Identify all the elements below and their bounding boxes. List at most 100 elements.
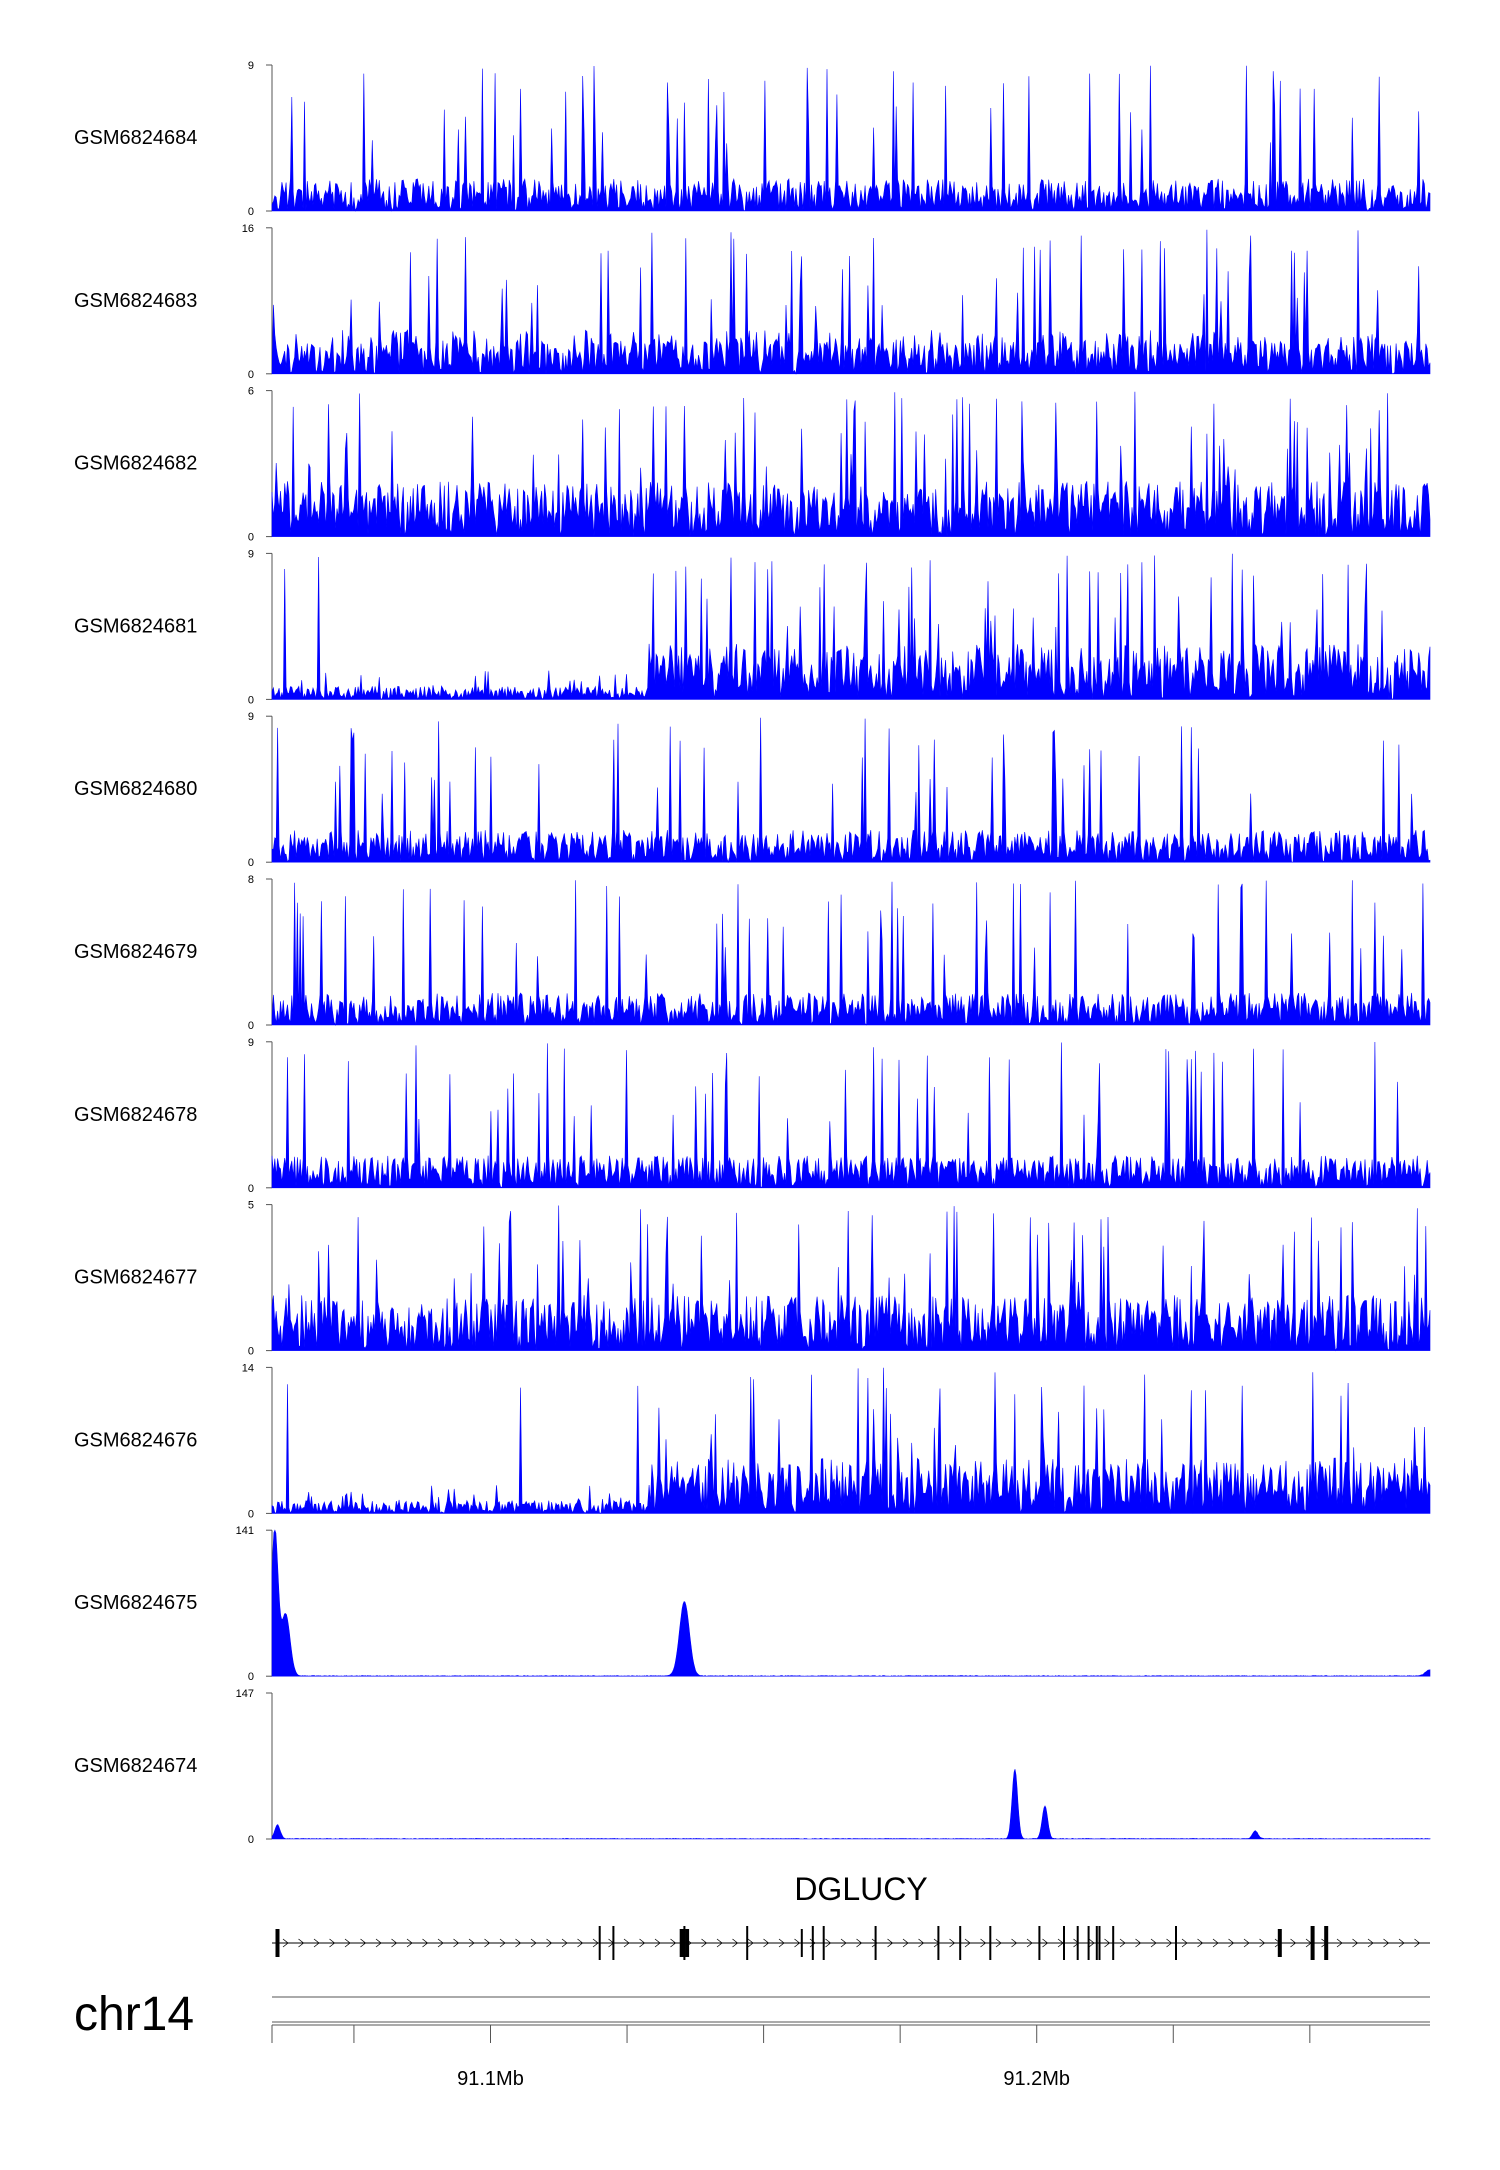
strand-arrow — [437, 1938, 444, 1948]
coverage-area — [271, 65, 1431, 212]
gene-track: DGLUCY — [272, 1871, 1430, 1960]
strand-arrow — [902, 1938, 909, 1948]
track-label: GSM6824675 — [74, 1592, 197, 1614]
strand-arrow — [1212, 1938, 1219, 1948]
gene-exon — [1324, 1926, 1329, 1960]
strand-arrow — [313, 1938, 320, 1948]
y-tick-label-max: 14 — [242, 1362, 254, 1374]
strand-arrow — [406, 1938, 413, 1948]
strand-arrow — [282, 1938, 289, 1948]
y-tick-label-max: 6 — [248, 386, 254, 398]
strand-arrow — [577, 1938, 584, 1948]
strand-arrow — [980, 1938, 987, 1948]
track-label: GSM6824674 — [74, 1755, 197, 1777]
track-GSM6824681: GSM6824681 9 0 — [74, 548, 1431, 706]
y-tick-label-min: 0 — [248, 1834, 254, 1846]
strand-arrow — [639, 1938, 646, 1948]
strand-arrow — [871, 1938, 878, 1948]
gene-exon — [683, 1926, 686, 1960]
y-tick-label-max: 9 — [248, 1037, 254, 1049]
strand-arrow — [732, 1938, 739, 1948]
strand-arrow — [360, 1938, 367, 1948]
x-tick-label: 91.2Mb — [1003, 2068, 1070, 2090]
strand-arrow — [561, 1938, 568, 1948]
gene-exon — [1175, 1926, 1177, 1960]
coverage-area — [271, 1205, 1431, 1352]
track-label: GSM6824682 — [74, 453, 197, 475]
strand-arrow — [887, 1938, 894, 1948]
strand-arrow — [298, 1938, 305, 1948]
track-label: GSM6824684 — [74, 127, 197, 149]
track-label: GSM6824683 — [74, 290, 197, 312]
strand-arrow — [422, 1938, 429, 1948]
coverage-tracks: GSM682468490GSM6824683160GSM682468260GSM… — [74, 60, 1431, 1846]
strand-arrow — [484, 1938, 491, 1948]
strand-arrow — [391, 1938, 398, 1948]
track-GSM6824684: GSM6824684 9 0 — [74, 60, 1431, 218]
gene-exon — [746, 1926, 749, 1960]
strand-arrow — [1336, 1938, 1343, 1948]
coverage-area — [271, 553, 1431, 701]
gene-name-label: DGLUCY — [794, 1871, 927, 1907]
y-tick-label-max: 16 — [242, 223, 254, 235]
y-tick-label-min: 0 — [248, 532, 254, 544]
strand-arrow — [763, 1938, 770, 1948]
gene-exon — [598, 1926, 601, 1960]
y-tick-label-min: 0 — [248, 857, 254, 869]
y-tick-label-min: 0 — [248, 369, 254, 381]
coverage-area — [271, 1769, 1431, 1840]
y-tick-label-max: 9 — [248, 60, 254, 72]
gene-exon — [811, 1926, 814, 1960]
gene-exon — [679, 1929, 684, 1957]
strand-arrow — [1259, 1938, 1266, 1948]
strand-arrow — [1166, 1938, 1173, 1948]
y-tick-label-min: 0 — [248, 1671, 254, 1683]
strand-arrow — [1228, 1938, 1235, 1948]
strand-arrow — [670, 1938, 677, 1948]
track-label: GSM6824676 — [74, 1429, 197, 1451]
coverage-area — [271, 1041, 1431, 1189]
strand-arrow — [546, 1938, 553, 1948]
track-label: GSM6824677 — [74, 1267, 197, 1289]
strand-arrow — [716, 1938, 723, 1948]
strand-arrow — [1290, 1938, 1297, 1948]
gene-exon — [1087, 1926, 1090, 1960]
strand-arrow — [1026, 1938, 1033, 1948]
track-label: GSM6824678 — [74, 1104, 197, 1126]
gene-exon — [1038, 1926, 1041, 1960]
y-tick-label-max: 9 — [248, 711, 254, 723]
strand-arrow — [1088, 1938, 1095, 1948]
coverage-area — [271, 391, 1431, 537]
strand-arrow — [1352, 1938, 1359, 1948]
coverage-area — [271, 229, 1431, 375]
y-tick-label-max: 141 — [236, 1525, 254, 1537]
gene-exon — [1310, 1926, 1315, 1960]
y-tick-label-min: 0 — [248, 1346, 254, 1358]
strand-arrow — [1383, 1938, 1390, 1948]
gene-exon — [685, 1929, 690, 1957]
strand-arrow — [1042, 1938, 1049, 1948]
strand-arrow — [515, 1938, 522, 1948]
strand-arrow — [530, 1938, 537, 1948]
genome-axis: chr14 91.1Mb 91.2Mb — [74, 1988, 1430, 2090]
strand-arrow — [499, 1938, 506, 1948]
strand-arrow — [1414, 1938, 1421, 1948]
strand-arrow — [468, 1938, 475, 1948]
track-GSM6824680: GSM6824680 9 0 — [74, 711, 1431, 869]
gene-exon — [1098, 1926, 1101, 1960]
gene-exon — [959, 1926, 962, 1960]
strand-arrow — [344, 1938, 351, 1948]
strand-arrow — [918, 1938, 925, 1948]
strand-arrow — [1011, 1938, 1018, 1948]
gene-exon — [874, 1926, 877, 1960]
y-tick-label-min: 0 — [248, 206, 254, 218]
track-GSM6824683: GSM6824683 16 0 — [74, 223, 1431, 381]
gene-exon — [1112, 1926, 1115, 1960]
gene-exon — [800, 1929, 803, 1957]
strand-arrow — [1181, 1938, 1188, 1948]
strand-arrow — [1119, 1938, 1126, 1948]
coverage-area — [271, 1367, 1431, 1515]
y-tick-label-max: 9 — [248, 548, 254, 560]
strand-arrow — [1104, 1938, 1111, 1948]
